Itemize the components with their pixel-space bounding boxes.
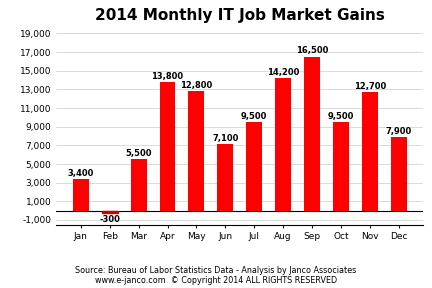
Bar [246, 122, 262, 211]
Text: 13,800: 13,800 [152, 71, 184, 81]
Text: 9,500: 9,500 [241, 112, 267, 121]
Text: 9,500: 9,500 [328, 112, 354, 121]
Bar [304, 57, 320, 211]
Text: -300: -300 [99, 215, 120, 224]
Bar [217, 145, 233, 211]
Text: Source: Bureau of Labor Statistics Data - Analysis by Janco Associates
www.e-jan: Source: Bureau of Labor Statistics Data … [75, 266, 357, 285]
Bar [188, 91, 204, 211]
Bar [130, 159, 146, 211]
Text: 7,900: 7,900 [386, 127, 412, 136]
Bar [102, 211, 118, 213]
Text: 5,500: 5,500 [125, 149, 152, 158]
Bar [73, 179, 89, 211]
Text: 3,400: 3,400 [68, 168, 94, 177]
Bar [333, 122, 349, 211]
Bar [362, 92, 378, 211]
Bar [391, 137, 407, 211]
Text: 12,700: 12,700 [354, 82, 386, 91]
Text: 7,100: 7,100 [212, 134, 238, 143]
Text: 14,200: 14,200 [267, 68, 299, 77]
Text: 16,500: 16,500 [296, 46, 328, 55]
Title: 2014 Monthly IT Job Market Gains: 2014 Monthly IT Job Market Gains [95, 8, 385, 23]
Bar [159, 82, 175, 211]
Bar [275, 78, 291, 211]
Text: 12,800: 12,800 [180, 81, 213, 90]
